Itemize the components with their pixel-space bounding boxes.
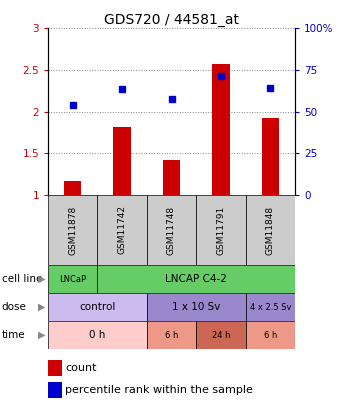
Text: cell line: cell line	[2, 274, 42, 284]
Bar	[147, 293, 246, 321]
Text: GSM11748: GSM11748	[167, 205, 176, 255]
Text: 24 h: 24 h	[212, 330, 230, 339]
Bar	[114, 126, 131, 195]
Text: 6 h: 6 h	[264, 330, 277, 339]
Bar	[64, 181, 81, 195]
Text: GDS720 / 44581_at: GDS720 / 44581_at	[104, 13, 239, 27]
Text: GSM11878: GSM11878	[68, 205, 77, 255]
Text: GSM11742: GSM11742	[118, 205, 127, 254]
Bar	[163, 160, 180, 195]
Bar	[97, 265, 295, 293]
Bar	[97, 195, 147, 265]
Text: 1 x 10 Sv: 1 x 10 Sv	[172, 302, 221, 312]
Text: control: control	[79, 302, 116, 312]
Bar	[48, 382, 62, 398]
Bar	[246, 321, 295, 349]
Text: GSM11848: GSM11848	[266, 205, 275, 255]
Bar	[196, 321, 246, 349]
Text: 4 x 2.5 Sv: 4 x 2.5 Sv	[250, 303, 291, 311]
Text: 6 h: 6 h	[165, 330, 178, 339]
Bar	[147, 321, 196, 349]
Bar	[147, 195, 196, 265]
Bar	[246, 195, 295, 265]
Bar	[48, 293, 147, 321]
Text: ▶: ▶	[38, 302, 46, 312]
Text: time: time	[2, 330, 25, 340]
Text: LNCAP C4-2: LNCAP C4-2	[165, 274, 227, 284]
Text: ▶: ▶	[38, 330, 46, 340]
Bar	[48, 265, 97, 293]
Text: GSM11791: GSM11791	[216, 205, 225, 255]
Bar	[48, 360, 62, 376]
Bar	[212, 64, 229, 195]
Bar	[196, 195, 246, 265]
Text: dose: dose	[2, 302, 27, 312]
Bar	[48, 195, 97, 265]
Text: count: count	[65, 363, 97, 373]
Bar	[246, 293, 295, 321]
Bar	[48, 321, 147, 349]
Text: ▶: ▶	[38, 274, 46, 284]
Text: LNCaP: LNCaP	[59, 275, 86, 284]
Bar	[262, 118, 279, 195]
Text: percentile rank within the sample: percentile rank within the sample	[65, 385, 253, 395]
Text: 0 h: 0 h	[89, 330, 106, 340]
